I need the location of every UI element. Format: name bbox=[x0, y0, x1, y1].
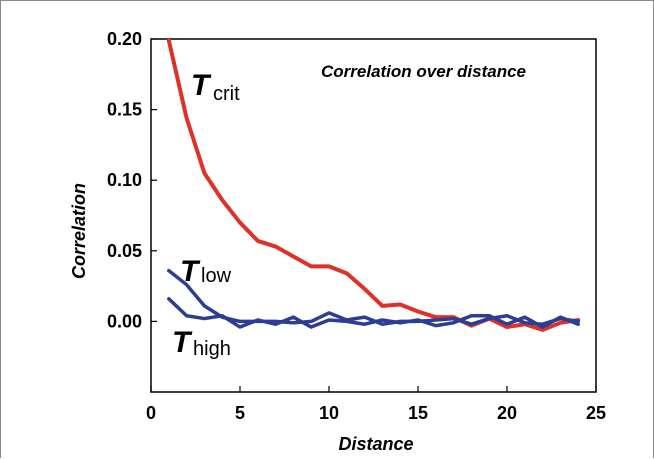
series-line-high bbox=[167, 297, 580, 329]
series-label-high-sub: high bbox=[193, 338, 231, 360]
x-tick-label: 25 bbox=[586, 403, 606, 423]
x-tick-label: 15 bbox=[408, 403, 428, 423]
series-label-high-main: T bbox=[172, 326, 193, 359]
x-axis-title: Distance bbox=[338, 434, 413, 454]
series-label-high: T high bbox=[172, 326, 231, 360]
x-tick-label: 20 bbox=[497, 403, 517, 423]
y-axis-title: Correlation bbox=[69, 183, 89, 279]
series-label-low-main: T bbox=[180, 255, 201, 288]
y-tick-label: 0.20 bbox=[107, 29, 142, 49]
series-label-crit: T crit bbox=[191, 69, 240, 105]
x-tick-label: 10 bbox=[319, 403, 339, 423]
tick-marks bbox=[150, 38, 597, 392]
plot-area bbox=[150, 38, 597, 393]
y-tick-labels: 0.00 0.05 0.10 0.15 0.20 bbox=[107, 29, 142, 331]
series-label-crit-sub: crit bbox=[213, 83, 240, 105]
x-tick-labels: 0 5 10 15 20 25 bbox=[146, 403, 606, 423]
y-tick-label: 0.15 bbox=[107, 100, 142, 120]
x-tick-label: 0 bbox=[146, 403, 156, 423]
series-label-low: T low bbox=[180, 255, 232, 288]
x-tick-label: 5 bbox=[235, 403, 245, 423]
series-line-crit bbox=[166, 38, 581, 332]
series-label-crit-main: T bbox=[191, 69, 212, 102]
y-tick-label: 0.05 bbox=[107, 241, 142, 261]
series-label-low-sub: low bbox=[201, 265, 232, 287]
y-tick-label: 0.10 bbox=[107, 170, 142, 190]
y-tick-label: 0.00 bbox=[107, 311, 142, 331]
chart-title: Correlation over distance bbox=[321, 62, 526, 81]
series-lines bbox=[166, 38, 581, 332]
